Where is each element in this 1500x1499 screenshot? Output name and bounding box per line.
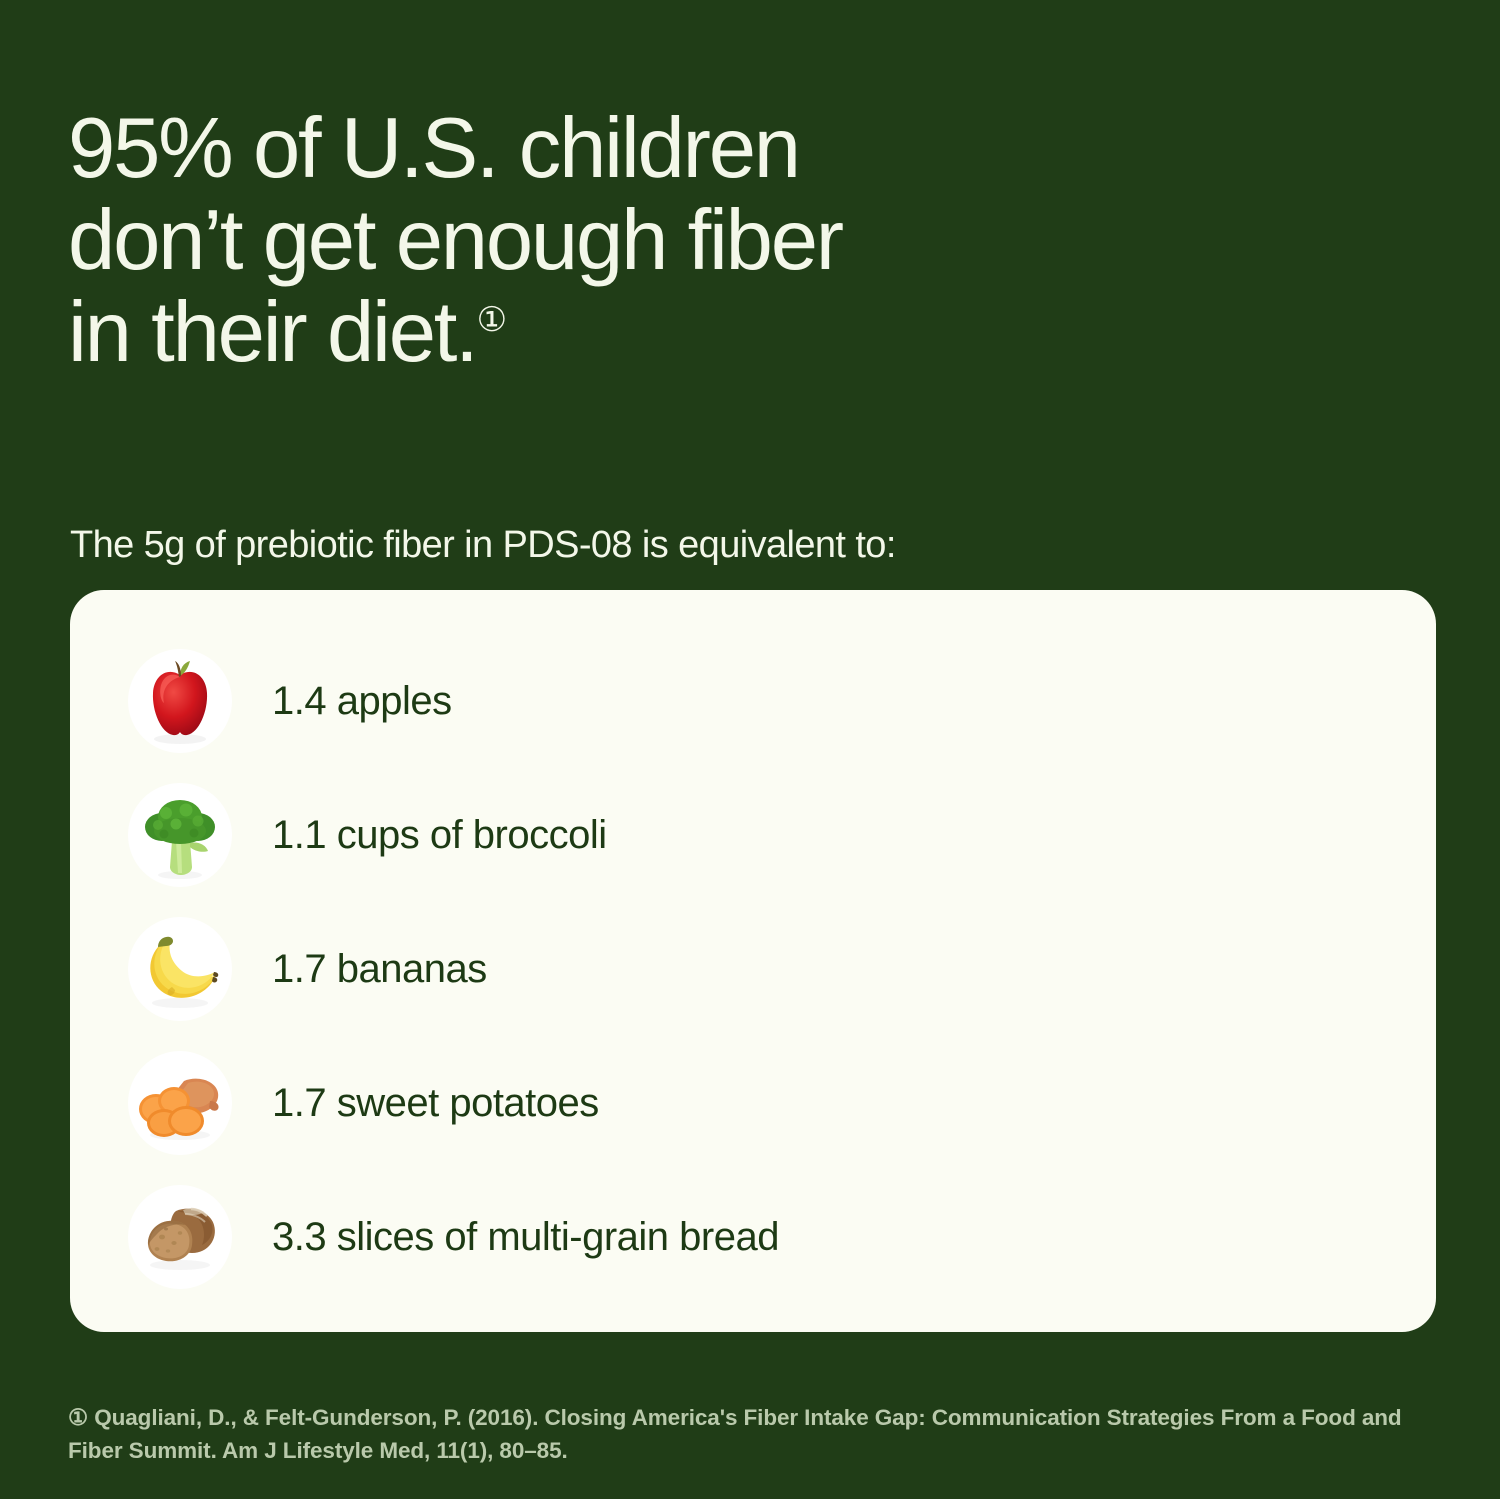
- subheading: The 5g of prebiotic fiber in PDS-08 is e…: [70, 524, 896, 566]
- list-item-label: 1.4 apples: [272, 679, 452, 723]
- footnote-marker-icon: ①: [476, 300, 508, 339]
- page-title: 95% of U.S. children don’t get enough fi…: [68, 100, 1168, 380]
- apple-image-icon: [128, 649, 232, 753]
- footnote-citation: ① Quagliani, D., & Felt-Gunderson, P. (2…: [68, 1404, 1402, 1463]
- list-item-label: 1.1 cups of broccoli: [272, 813, 607, 857]
- fiber-equivalents-card: 1.4 apples: [70, 590, 1436, 1332]
- list-item: 1.4 apples: [70, 634, 1436, 768]
- headline-text: 95% of U.S. children don’t get enough fi…: [68, 100, 844, 380]
- fiber-equivalents-list: 1.4 apples: [70, 634, 1436, 1304]
- list-item-label: 1.7 sweet potatoes: [272, 1081, 599, 1125]
- list-item: 3.3 slices of multi-grain bread: [70, 1170, 1436, 1304]
- list-item: 1.1 cups of broccoli: [70, 768, 1436, 902]
- broccoli-image-icon: [128, 783, 232, 887]
- list-item-label: 1.7 bananas: [272, 947, 487, 991]
- bananas-image-icon: [128, 917, 232, 1021]
- sweet-potatoes-image-icon: [128, 1051, 232, 1155]
- list-item: 1.7 sweet potatoes: [70, 1036, 1436, 1170]
- list-item: 1.7 bananas: [70, 902, 1436, 1036]
- list-item-label: 3.3 slices of multi-grain bread: [272, 1215, 779, 1259]
- bread-image-icon: [128, 1185, 232, 1289]
